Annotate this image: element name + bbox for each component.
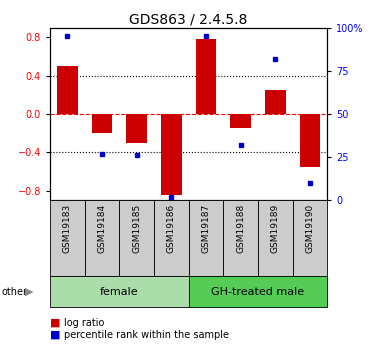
Bar — [92, 114, 112, 133]
Text: GSM19190: GSM19190 — [305, 204, 315, 253]
Text: GSM19189: GSM19189 — [271, 204, 280, 253]
FancyBboxPatch shape — [258, 200, 293, 276]
Text: ▶: ▶ — [25, 287, 33, 296]
FancyBboxPatch shape — [154, 200, 189, 276]
Text: ■: ■ — [50, 318, 60, 327]
Text: ■: ■ — [50, 330, 60, 339]
Bar — [196, 39, 216, 114]
Bar — [126, 114, 147, 142]
Bar — [230, 114, 251, 128]
FancyBboxPatch shape — [85, 200, 119, 276]
Bar — [265, 90, 286, 114]
FancyBboxPatch shape — [119, 200, 154, 276]
Text: GSM19187: GSM19187 — [201, 204, 211, 253]
Text: other: other — [2, 287, 28, 296]
Bar — [161, 114, 182, 195]
Text: GSM19183: GSM19183 — [63, 204, 72, 253]
Bar — [57, 66, 78, 114]
Text: GSM19185: GSM19185 — [132, 204, 141, 253]
Title: GDS863 / 2.4.5.8: GDS863 / 2.4.5.8 — [129, 12, 248, 27]
FancyBboxPatch shape — [189, 200, 223, 276]
Text: GSM19188: GSM19188 — [236, 204, 245, 253]
Text: GH-treated male: GH-treated male — [211, 287, 305, 296]
Text: female: female — [100, 287, 139, 296]
FancyBboxPatch shape — [50, 200, 85, 276]
FancyBboxPatch shape — [293, 200, 327, 276]
Text: GSM19184: GSM19184 — [97, 204, 107, 253]
Text: log ratio: log ratio — [64, 318, 104, 327]
Text: GSM19186: GSM19186 — [167, 204, 176, 253]
Bar — [300, 114, 320, 167]
FancyBboxPatch shape — [50, 276, 189, 307]
FancyBboxPatch shape — [189, 276, 327, 307]
Text: percentile rank within the sample: percentile rank within the sample — [64, 330, 229, 339]
FancyBboxPatch shape — [223, 200, 258, 276]
